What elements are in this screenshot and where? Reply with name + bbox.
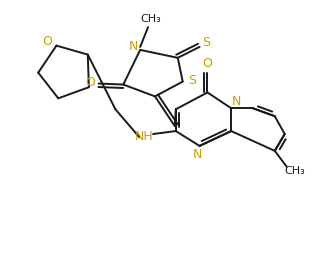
Text: N: N xyxy=(193,148,202,161)
Text: O: O xyxy=(86,76,95,89)
Text: NH: NH xyxy=(135,130,154,142)
Text: S: S xyxy=(188,74,196,87)
Text: CH₃: CH₃ xyxy=(284,166,305,176)
Text: S: S xyxy=(202,36,211,50)
Text: CH₃: CH₃ xyxy=(141,14,161,24)
Text: O: O xyxy=(43,35,52,48)
Text: O: O xyxy=(202,57,212,70)
Text: N: N xyxy=(129,41,138,53)
Text: N: N xyxy=(232,95,241,108)
